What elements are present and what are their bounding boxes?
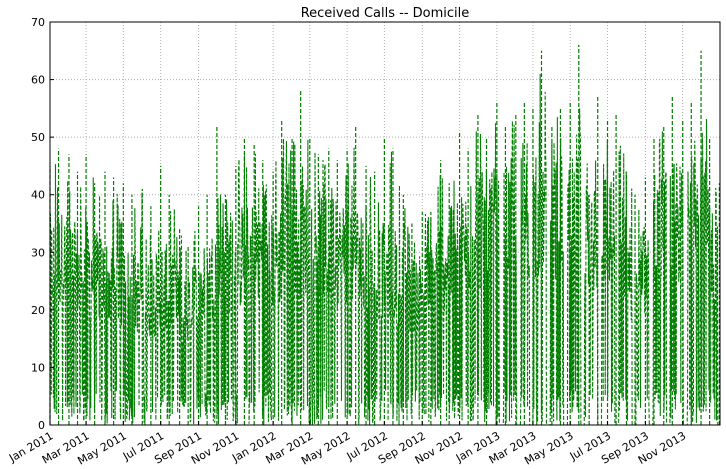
y-tick-label: 50: [31, 131, 45, 144]
y-tick-label: 20: [31, 304, 45, 317]
y-tick-label: 60: [31, 74, 45, 87]
y-tick-label: 10: [31, 361, 45, 374]
chart-title: Received Calls -- Domicile: [301, 6, 470, 21]
plot-area-frame: [49, 21, 721, 426]
y-tick-label: 0: [38, 419, 45, 432]
y-tick-label: 30: [31, 246, 45, 259]
y-tick-label: 70: [31, 16, 45, 29]
y-tick-label: 40: [31, 189, 45, 202]
series-line: [49, 45, 720, 425]
